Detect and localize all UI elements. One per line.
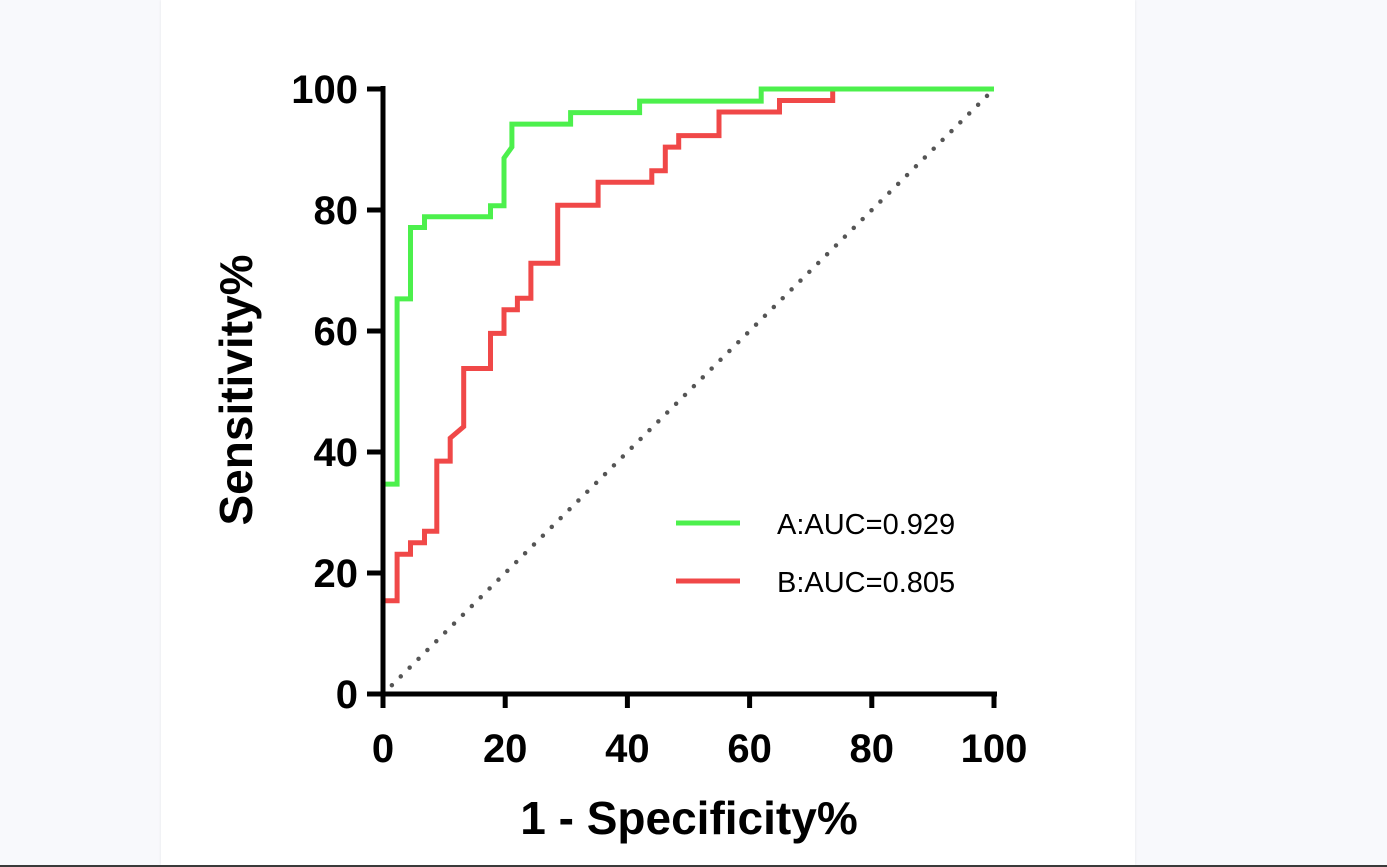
x-tick-label: 100 xyxy=(961,727,1028,771)
x-axis-title: 1 - Specificity% xyxy=(520,792,857,844)
legend-label-b: B:AUC=0.805 xyxy=(777,567,955,599)
x-tick-label: 80 xyxy=(850,727,895,771)
y-axis-title: Sensitivity% xyxy=(210,255,262,526)
y-tick-label: 60 xyxy=(314,310,359,354)
series-b-roc-curve xyxy=(380,86,994,694)
x-tick-label: 60 xyxy=(727,727,772,771)
x-tick-label: 20 xyxy=(483,727,528,771)
y-tick-label: 20 xyxy=(314,552,359,596)
x-tick-label: 0 xyxy=(372,727,394,771)
y-tick-label: 100 xyxy=(291,68,358,112)
y-tick-label: 80 xyxy=(314,189,359,233)
series-a-roc-curve xyxy=(380,86,994,694)
figure-page xyxy=(161,0,1135,865)
x-tick-label: 40 xyxy=(605,727,650,771)
bottom-divider xyxy=(0,865,1387,867)
y-tick-label: 0 xyxy=(336,673,358,717)
chance-reference-line xyxy=(380,86,997,697)
y-tick-label: 40 xyxy=(314,431,359,475)
legend-label-a: A:AUC=0.929 xyxy=(777,509,955,541)
